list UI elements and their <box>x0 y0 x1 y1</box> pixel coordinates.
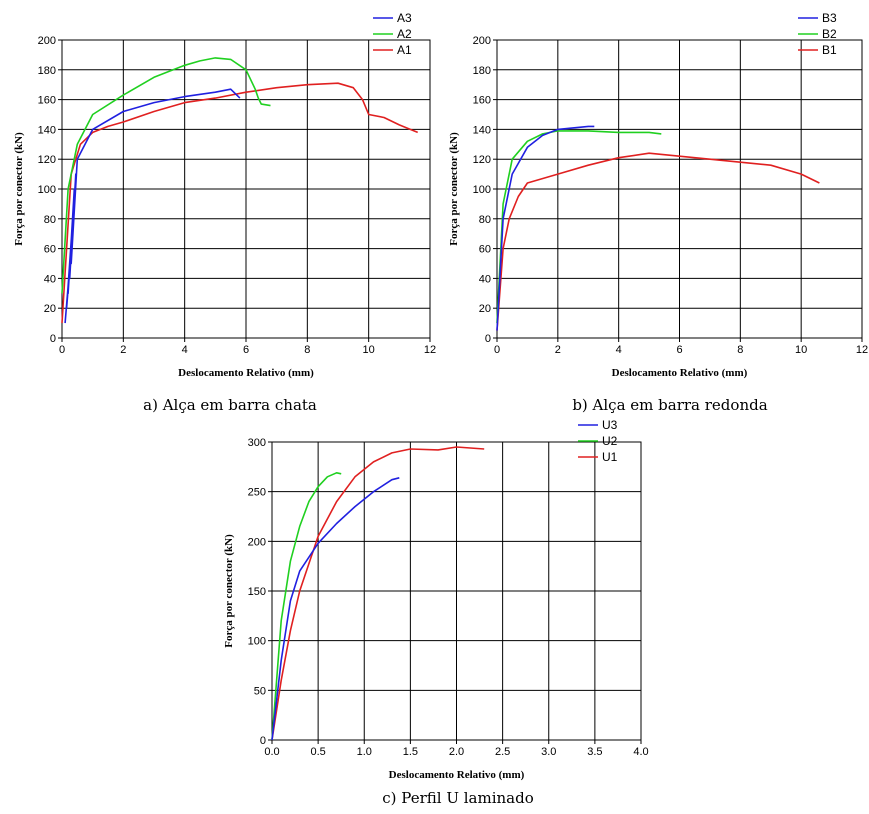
legend-label-A2: A2 <box>397 27 412 41</box>
y-tick-label: 160 <box>38 95 56 107</box>
series-line-U2 <box>271 471 342 741</box>
series-line-A1 <box>61 82 419 324</box>
x-tick-label: 2 <box>555 344 561 356</box>
y-tick-label: 100 <box>38 184 56 196</box>
x-tick-label: 0 <box>494 344 500 356</box>
series-line-A2 <box>61 57 271 294</box>
chart-caption: b) Alça em barra redonda <box>572 396 767 414</box>
x-tick-label: 6 <box>243 344 249 356</box>
series-line-B2 <box>496 130 662 324</box>
x-tick-label: 12 <box>424 344 436 356</box>
x-tick-label: 2.5 <box>495 746 510 758</box>
y-tick-label: 140 <box>38 124 56 136</box>
x-tick-label: 0.0 <box>264 746 279 758</box>
x-tick-label: 1.0 <box>357 746 372 758</box>
plot-frame <box>271 441 642 741</box>
y-tick-label: 40 <box>479 273 491 285</box>
x-tick-label: 4 <box>182 344 188 356</box>
x-tick-label: 10 <box>363 344 375 356</box>
plot-frame <box>61 39 431 339</box>
y-tick-label: 150 <box>248 586 266 598</box>
y-tick-label: 100 <box>248 636 266 648</box>
y-tick-label: 180 <box>38 65 56 77</box>
x-tick-label: 2 <box>120 344 126 356</box>
y-tick-label: 0 <box>260 735 266 747</box>
y-tick-label: 200 <box>473 35 491 47</box>
legend-label-B1: B1 <box>822 43 837 57</box>
chart-caption: a) Alça em barra chata <box>143 396 317 414</box>
y-tick-label: 20 <box>479 303 491 315</box>
x-tick-label: 1.5 <box>403 746 418 758</box>
legend-label-A3: A3 <box>397 11 412 25</box>
x-tick-label: 8 <box>304 344 310 356</box>
series-line-U1 <box>271 446 485 741</box>
chart-panel-2: 0.0 0.5 1.0 1.5 2.0 2.5 3.0 3.5 4.0 0 50 100 150 200 2… <box>223 418 649 807</box>
series-line-B3 <box>496 125 595 331</box>
x-axis-label: Deslocamento Relativo (mm) <box>178 367 314 379</box>
y-axis-label: Força por conector (kN) <box>13 132 25 246</box>
x-tick-label: 6 <box>676 344 682 356</box>
y-tick-label: 160 <box>473 95 491 107</box>
x-tick-label: 0.5 <box>310 746 325 758</box>
legend-label-U2: U2 <box>602 434 618 448</box>
series-line-A3 <box>64 88 241 324</box>
chart-caption: c) Perfil U laminado <box>382 789 533 807</box>
y-tick-label: 40 <box>44 273 56 285</box>
legend-label-A1: A1 <box>397 43 412 57</box>
y-tick-label: 20 <box>44 303 56 315</box>
series-line-B1 <box>496 152 820 331</box>
x-tick-label: 3.5 <box>587 746 602 758</box>
y-axis-label: Força por conector (kN) <box>448 132 460 246</box>
y-tick-label: 80 <box>44 214 56 226</box>
x-tick-label: 4.0 <box>633 746 648 758</box>
x-tick-label: 8 <box>737 344 743 356</box>
y-tick-label: 50 <box>254 685 266 697</box>
y-tick-label: 120 <box>38 154 56 166</box>
x-tick-label: 10 <box>795 344 807 356</box>
legend-label-U3: U3 <box>602 418 618 432</box>
y-axis-label: Força por conector (kN) <box>223 534 235 648</box>
y-tick-label: 0 <box>50 333 56 345</box>
y-tick-label: 80 <box>479 214 491 226</box>
series-line-U3 <box>271 477 400 741</box>
chart-panel-0: 0 2 4 6 8 10 12020406080100120140160180200Desl… <box>13 11 436 414</box>
y-tick-label: 60 <box>44 244 56 256</box>
x-tick-label: 2.0 <box>449 746 464 758</box>
y-tick-label: 60 <box>479 244 491 256</box>
y-tick-label: 120 <box>473 154 491 166</box>
x-tick-label: 12 <box>856 344 868 356</box>
y-tick-label: 140 <box>473 124 491 136</box>
y-tick-label: 200 <box>248 536 266 548</box>
chart-panel-1: 0 2 4 6 8 10 12020406080100120140160180200Desl… <box>448 11 868 414</box>
y-tick-label: 180 <box>473 65 491 77</box>
x-tick-label: 4 <box>616 344 622 356</box>
y-tick-label: 0 <box>485 333 491 345</box>
legend-label-B2: B2 <box>822 27 837 41</box>
legend-label-U1: U1 <box>602 450 618 464</box>
y-tick-label: 250 <box>248 487 266 499</box>
y-tick-label: 300 <box>248 437 266 449</box>
y-tick-label: 200 <box>38 35 56 47</box>
x-axis-label: Deslocamento Relativo (mm) <box>389 769 525 781</box>
legend-label-B3: B3 <box>822 11 837 25</box>
x-tick-label: 3.0 <box>541 746 556 758</box>
plot-frame <box>496 39 863 339</box>
y-tick-label: 100 <box>473 184 491 196</box>
x-tick-label: 0 <box>59 344 65 356</box>
x-axis-label: Deslocamento Relativo (mm) <box>612 367 748 379</box>
